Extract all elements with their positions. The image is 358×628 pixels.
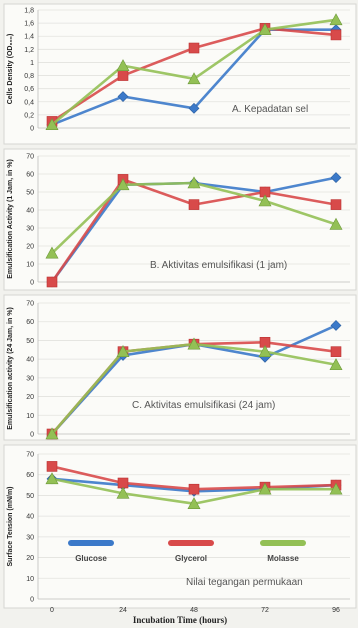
x-tick-label: 0 (50, 607, 54, 614)
data-point (45, 118, 59, 131)
y-tick-label: 30 (26, 226, 34, 233)
data-point (187, 337, 201, 350)
data-point (330, 346, 342, 357)
data-point (329, 482, 343, 495)
y-tick-label: 40 (26, 357, 34, 364)
data-point (188, 483, 200, 495)
data-point (329, 13, 343, 26)
data-point (330, 320, 342, 331)
data-point (258, 482, 272, 495)
y-tick-label: 20 (26, 394, 34, 401)
data-point (188, 199, 200, 210)
data-point (329, 217, 343, 230)
data-point (187, 176, 201, 189)
data-point (116, 178, 130, 191)
y-tick-label: 0 (30, 280, 34, 287)
legend-swatch (68, 540, 114, 546)
y-tick-label: 1,4 (24, 34, 34, 41)
data-point (188, 102, 200, 114)
y-tick-label: 10 (26, 576, 34, 583)
y-tick-label: 0,8 (24, 73, 34, 80)
y-tick-label: 0 (30, 432, 34, 439)
y-tick-label: 70 (26, 154, 34, 161)
x-tick-label: 24 (119, 607, 127, 614)
y-tick-label: 50 (26, 190, 34, 197)
data-point (117, 70, 129, 81)
data-point (258, 345, 272, 357)
y-tick-label: 70 (26, 301, 34, 308)
chart-panel-4: 0 10 20 30 40 50 60 70 Surface Tension (mN/m) Nil… (3, 444, 357, 625)
data-point (116, 59, 130, 72)
legend-swatch (260, 540, 306, 546)
legend-label: Glycerol (175, 554, 207, 563)
legend-label: Molasse (267, 554, 299, 563)
y-tick-label: 50 (26, 338, 34, 345)
data-point (46, 276, 58, 288)
data-point (188, 42, 200, 54)
data-point (45, 427, 59, 440)
data-point (116, 345, 130, 357)
y-tick-label: 10 (26, 262, 34, 269)
data-point (330, 199, 342, 210)
x-tick-label: 96 (332, 607, 340, 614)
data-point (117, 477, 129, 489)
panel-annotation: B. Aktivitas emulsifikasi (1 jam) (150, 260, 287, 271)
y-tick-label: 30 (26, 534, 34, 541)
panel-background (3, 294, 357, 441)
y-tick-label: 20 (26, 244, 34, 251)
data-point (46, 461, 58, 472)
panel-background (3, 444, 357, 609)
y-axis-label: Emulsification Activity (1 Jam, in %) (7, 159, 14, 279)
y-tick-label: 1,6 (24, 21, 34, 28)
panel-annotation: A. Kepadatan sel (232, 104, 308, 115)
y-tick-label: 0,6 (24, 86, 34, 93)
legend-label: Glucose (75, 554, 107, 563)
data-point (258, 194, 272, 207)
legend-swatch (168, 540, 214, 546)
x-tick-label: 48 (190, 607, 198, 614)
y-tick-label: 0 (30, 126, 34, 133)
data-point (45, 472, 59, 485)
y-axis-label: Surface Tension (mN/m) (7, 487, 14, 567)
y-tick-label: 40 (26, 208, 34, 215)
y-tick-label: 0,2 (24, 112, 34, 119)
y-tick-label: 1 (30, 60, 34, 67)
chart-panel-3: 0 10 20 30 40 50 60 70 Emulsification activity (… (3, 294, 357, 441)
panel-annotation: Nilai tegangan permukaan (186, 577, 303, 588)
data-point (116, 486, 130, 499)
y-axis-label: Emulsification activity (24 Jam, in %) (7, 307, 14, 430)
data-point (330, 29, 342, 41)
y-tick-label: 20 (26, 555, 34, 562)
data-point (117, 91, 129, 102)
panel-annotation: C. Aktivitas emulsifikasi (24 jam) (132, 400, 275, 411)
y-tick-label: 10 (26, 413, 34, 420)
y-axis-label: Cells Density (OD₆₀₀) (7, 34, 14, 105)
data-point (258, 23, 272, 35)
chart-panel-1: 0 0,2 0,4 0,6 0,8 1 1,2 1,4 1,6 1,8 Cells Density … (3, 3, 357, 145)
data-point (330, 172, 342, 184)
y-tick-label: 1,8 (24, 8, 34, 15)
y-tick-label: 1,2 (24, 47, 34, 54)
y-tick-label: 50 (26, 493, 34, 500)
y-tick-label: 0,4 (24, 99, 34, 106)
chart-panel-2: 0 10 20 30 40 50 60 70 Emulsification Activity (… (3, 148, 357, 291)
y-tick-label: 60 (26, 172, 34, 179)
y-tick-label: 60 (26, 319, 34, 326)
y-tick-label: 40 (26, 514, 34, 521)
data-point (45, 246, 59, 259)
y-tick-label: 70 (26, 452, 34, 459)
data-point (187, 72, 201, 85)
data-point (187, 497, 201, 510)
y-tick-label: 60 (26, 472, 34, 479)
y-tick-label: 0 (30, 597, 34, 604)
x-tick-label: 72 (261, 607, 269, 614)
x-axis-label: Incubation Time (hours) (133, 615, 227, 625)
y-tick-label: 30 (26, 375, 34, 382)
data-point (329, 358, 343, 371)
